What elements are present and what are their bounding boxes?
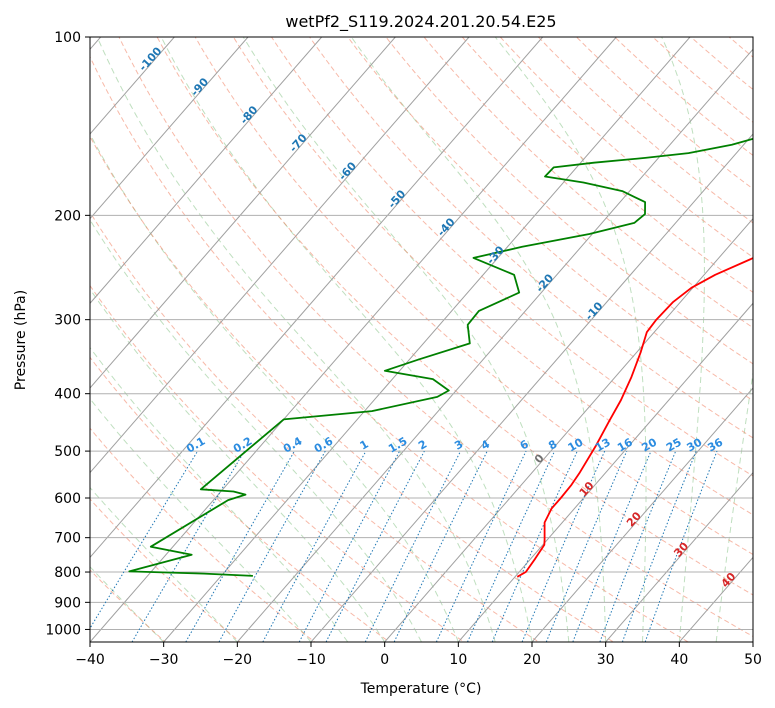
x-axis-label: Temperature (°C): [360, 681, 482, 697]
dry-adiabat: [308, 37, 753, 439]
mixing-ratio-line: [364, 450, 462, 642]
isotherm: [163, 37, 691, 642]
x-tick-label: −40: [75, 652, 105, 668]
y-tick-label: 300: [54, 313, 81, 329]
y-tick-label: 700: [54, 531, 81, 547]
moist-adiabat: [90, 397, 312, 642]
mixing-ratio-line: [467, 450, 556, 642]
moist-adiabat: [350, 37, 607, 642]
y-tick-label: 800: [54, 565, 81, 581]
mixing-ratio-line: [90, 450, 199, 630]
isotherm: [605, 471, 753, 642]
moist-adiabat: [96, 37, 496, 642]
dry-adiabat: [90, 135, 615, 642]
moist-adiabat: [715, 370, 753, 642]
isotherm: [90, 37, 396, 389]
isotherm: [90, 37, 323, 305]
mixing-ratio-line: [218, 450, 326, 642]
y-tick-label: 600: [54, 491, 81, 507]
mixing-ratio-line: [298, 450, 401, 642]
mixing-ratio-line: [621, 450, 697, 642]
chart-title: wetPf2_S119.2024.201.20.54.E25: [285, 12, 556, 32]
moist-adiabat: [90, 133, 459, 642]
y-tick-label: 1000: [45, 622, 81, 638]
x-tick-label: 30: [597, 652, 615, 668]
plot-background: [90, 37, 753, 642]
mixing-ratio-line: [435, 450, 527, 642]
isotherm: [90, 37, 470, 474]
x-tick-label: −30: [149, 652, 179, 668]
moist-adiabat: [160, 37, 533, 642]
dry-adiabat: [90, 55, 690, 642]
dry-adiabat: [156, 37, 753, 596]
x-tick-label: 40: [670, 652, 688, 668]
dry-adiabat: [90, 498, 241, 642]
dry-adiabat: [90, 284, 466, 642]
temperature-profile-line: [516, 256, 753, 578]
y-axis-label: Pressure (hPa): [13, 290, 29, 390]
isotherm: [90, 37, 544, 559]
y-tick-label: 100: [54, 30, 81, 46]
y-tick-label: 500: [54, 444, 81, 460]
moist-adiabat: [90, 288, 386, 642]
isotherm: [236, 48, 753, 642]
dry-adiabat: [90, 211, 540, 642]
mixing-ratio-line: [572, 450, 652, 642]
isotherm: [90, 37, 617, 642]
y-tick-label: 900: [54, 595, 81, 611]
plot-frame: [89, 36, 754, 643]
dry-adiabat: [232, 37, 753, 516]
x-tick-label: 0: [380, 652, 389, 668]
isotherm: [457, 302, 753, 642]
dry-adiabat: [90, 427, 316, 642]
mixing-ratio-line: [491, 450, 578, 642]
mixing-ratio-line: [262, 450, 367, 642]
x-tick-label: −20: [223, 652, 253, 668]
x-tick-label: 20: [523, 652, 541, 668]
mixing-ratio-line: [325, 450, 425, 642]
isotherm: [384, 217, 753, 642]
moist-adiabat: [90, 218, 422, 642]
mixing-ratio-line: [644, 450, 718, 642]
mixing-ratio-line: [599, 450, 677, 642]
isotherm: [310, 133, 753, 642]
mixing-ratio-line: [545, 450, 628, 642]
isotherm: [90, 37, 249, 220]
y-tick-label: 400: [54, 387, 81, 403]
y-tick-label: 200: [54, 208, 81, 224]
moist-adiabat: [494, 37, 647, 642]
dry-adiabat: [347, 37, 753, 402]
dry-adiabat: [194, 37, 753, 556]
dry-adiabat: [752, 24, 775, 654]
isotherm: [531, 387, 753, 642]
x-tick-label: −10: [296, 652, 326, 668]
dry-adiabat: [385, 37, 753, 365]
mixing-ratio-line: [521, 450, 606, 642]
x-tick-label: 10: [449, 652, 467, 668]
moist-adiabat: [242, 37, 570, 642]
x-tick-label: 50: [744, 652, 762, 668]
isotherm: [752, 641, 753, 642]
dry-adiabat: [118, 37, 753, 638]
moist-adiabat: [90, 346, 349, 642]
dewpoint-profile-line: [128, 137, 753, 577]
